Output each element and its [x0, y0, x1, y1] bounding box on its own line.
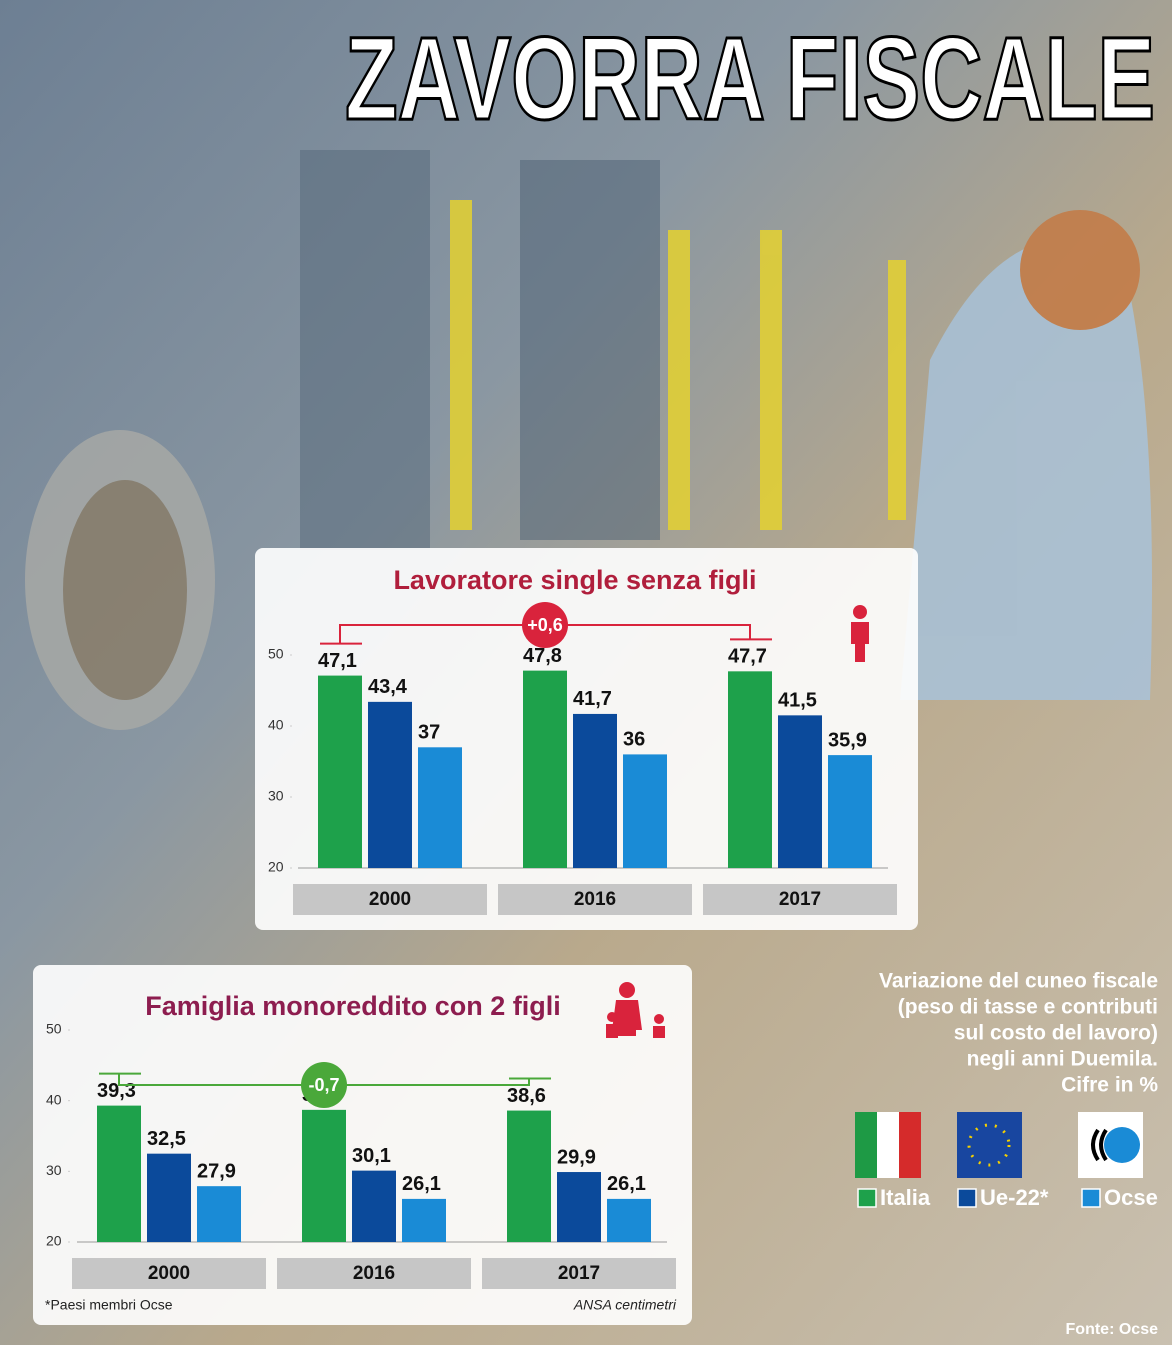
value-label: 32,5: [147, 1128, 186, 1150]
bar: [607, 1198, 651, 1242]
footnote: *Paesi membri Ocse: [45, 1297, 173, 1313]
photo-shapes: [25, 150, 1152, 730]
x-tick-label: 2000: [369, 889, 411, 910]
value-label: 27,9: [197, 1160, 236, 1182]
bar: [418, 747, 462, 868]
x-tick-label: 2016: [353, 1263, 395, 1284]
icon: [607, 1012, 617, 1022]
flags: [855, 1112, 1143, 1178]
value-label: 43,4: [368, 676, 408, 698]
legend-label: Ue-22*: [980, 1185, 1049, 1210]
y-tick-label: 20: [46, 1233, 62, 1249]
y-tick-label: 40: [46, 1091, 62, 1107]
legend-swatch: [957, 1188, 977, 1208]
chart-title: Lavoratore single senza figli: [393, 565, 756, 595]
annotation: +0,6: [527, 615, 563, 635]
bar: [318, 675, 362, 868]
bar: [402, 1198, 446, 1242]
description: Variazione del cuneo fiscale (peso di tas…: [879, 970, 1158, 1097]
bar: [523, 670, 567, 868]
bar: [507, 1110, 551, 1242]
category-box: [277, 1258, 471, 1289]
bar: [352, 1170, 396, 1242]
legend-label: Italia: [880, 1185, 931, 1210]
legend: Italia Ue-22* Ocse: [857, 1185, 1158, 1210]
legend-label: Ocse: [1104, 1185, 1158, 1210]
value-label: 37: [418, 722, 440, 744]
annotation: -0,7: [308, 1075, 339, 1095]
value-label: 29,9: [557, 1146, 596, 1168]
value-label: 26,1: [607, 1173, 646, 1195]
value-label: 41,7: [573, 688, 612, 710]
x-tick-label: 2017: [558, 1263, 600, 1284]
value-label: 39,3: [97, 1080, 136, 1102]
description-line: Cifre in %: [1061, 1074, 1158, 1097]
bar: [623, 754, 667, 868]
icon: [851, 622, 869, 662]
y-tick-label: 30: [46, 1162, 62, 1178]
annotation-badge: [522, 602, 568, 648]
annotation-badge: [301, 1062, 347, 1108]
icon: [612, 1000, 642, 1036]
y-tick-label: 50: [268, 646, 284, 662]
icon: [654, 1014, 664, 1024]
description-line: Variazione del cuneo fiscale: [879, 970, 1158, 993]
value-label: 47,8: [523, 645, 562, 667]
category-box: [482, 1258, 676, 1289]
bar: [147, 1153, 191, 1242]
value-label: 47,1: [318, 650, 357, 672]
bar: [573, 713, 617, 868]
main-title: ZAVORRA FISCALE: [345, 13, 1155, 145]
icon: [853, 605, 867, 619]
bar: [728, 671, 772, 868]
legend-swatch: [1081, 1188, 1101, 1208]
category-box: [72, 1258, 266, 1289]
value-label: 41,5: [778, 690, 817, 712]
bar: [197, 1186, 241, 1242]
y-tick-label: 40: [268, 717, 284, 733]
x-tick-label: 2016: [574, 889, 616, 910]
legend-swatch: [857, 1188, 877, 1208]
bar: [828, 755, 872, 868]
bar: [778, 715, 822, 868]
value-label: 38,6: [507, 1085, 546, 1107]
icon: [653, 1026, 665, 1038]
description-line: negli anni Duemila.: [967, 1048, 1158, 1071]
y-tick-label: 30: [268, 788, 284, 804]
value-label: 47,7: [728, 646, 767, 668]
description-line: sul costo del lavoro): [954, 1022, 1158, 1045]
credit: ANSA centimetri: [573, 1297, 677, 1313]
icon: [619, 982, 635, 998]
category-box: [293, 884, 487, 915]
value-label: 30,1: [352, 1145, 391, 1167]
description-line: (peso di tasse e contributi: [898, 996, 1158, 1019]
y-tick-label: 50: [46, 1021, 62, 1037]
category-box: [498, 884, 692, 915]
x-tick-label: 2017: [779, 889, 821, 910]
bar: [97, 1105, 141, 1242]
icon: [606, 1024, 618, 1038]
y-tick-label: 20: [268, 859, 284, 875]
bar: [557, 1172, 601, 1242]
category-box: [703, 884, 897, 915]
x-tick-label: 2000: [148, 1263, 190, 1284]
value-label: 26,1: [402, 1173, 441, 1195]
source: Fonte: Ocse: [1066, 1321, 1159, 1338]
value-label: 36: [623, 729, 645, 751]
bar: [368, 701, 412, 868]
bar: [302, 1109, 346, 1242]
chart-title: Famiglia monoreddito con 2 figli: [145, 991, 561, 1021]
value-label: 35,9: [828, 729, 867, 751]
